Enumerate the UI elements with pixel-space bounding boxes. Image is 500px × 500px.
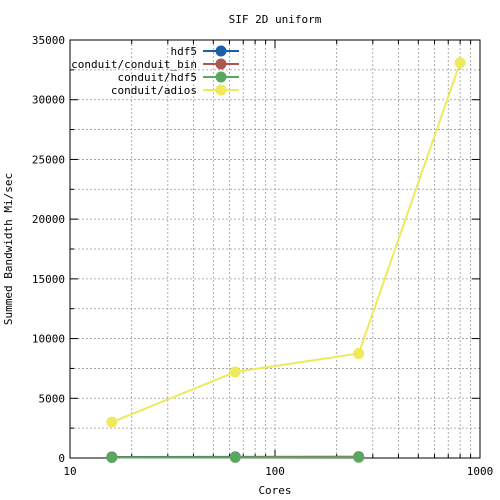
y-tick-label: 20000	[32, 213, 65, 226]
data-point	[106, 417, 117, 428]
chart-title: SIF 2D uniform	[229, 13, 322, 26]
series	[106, 57, 465, 463]
y-tick-label: 25000	[32, 153, 65, 166]
data-point	[230, 367, 241, 378]
axis-ticks: 0 5000 10000 15000 20000 25000 30000 35000 10 100…	[32, 34, 493, 478]
y-tick-label: 30000	[32, 94, 65, 107]
legend-swatch-marker	[216, 85, 227, 96]
x-tick-label: 10	[63, 465, 76, 478]
data-point	[353, 452, 364, 463]
y-axis-label: Summed Bandwidth Mi/sec	[2, 173, 15, 325]
series-conduit-hdf5	[106, 452, 364, 463]
legend-label: hdf5	[171, 45, 198, 58]
legend-swatch-marker	[216, 46, 227, 57]
x-axis-label: Cores	[258, 484, 291, 497]
y-tick-label: 10000	[32, 333, 65, 346]
legend-label: conduit/hdf5	[118, 71, 197, 84]
data-point	[106, 452, 117, 463]
data-point	[353, 348, 364, 359]
series-conduit-adios	[106, 57, 465, 427]
legend: hdf5conduit/conduit_binconduit/hdf5condu…	[71, 45, 239, 97]
y-tick-label: 5000	[39, 392, 66, 405]
y-tick-label: 35000	[32, 34, 65, 47]
data-point	[455, 57, 466, 68]
y-tick-label: 0	[58, 452, 65, 465]
x-tick-label: 1000	[467, 465, 494, 478]
legend-label: conduit/adios	[111, 84, 197, 97]
legend-label: conduit/conduit_bin	[71, 58, 197, 71]
legend-swatch-marker	[216, 72, 227, 83]
legend-swatch-marker	[216, 59, 227, 70]
grid	[70, 40, 480, 458]
x-tick-label: 100	[265, 465, 285, 478]
y-tick-label: 15000	[32, 273, 65, 286]
data-point	[230, 452, 241, 463]
